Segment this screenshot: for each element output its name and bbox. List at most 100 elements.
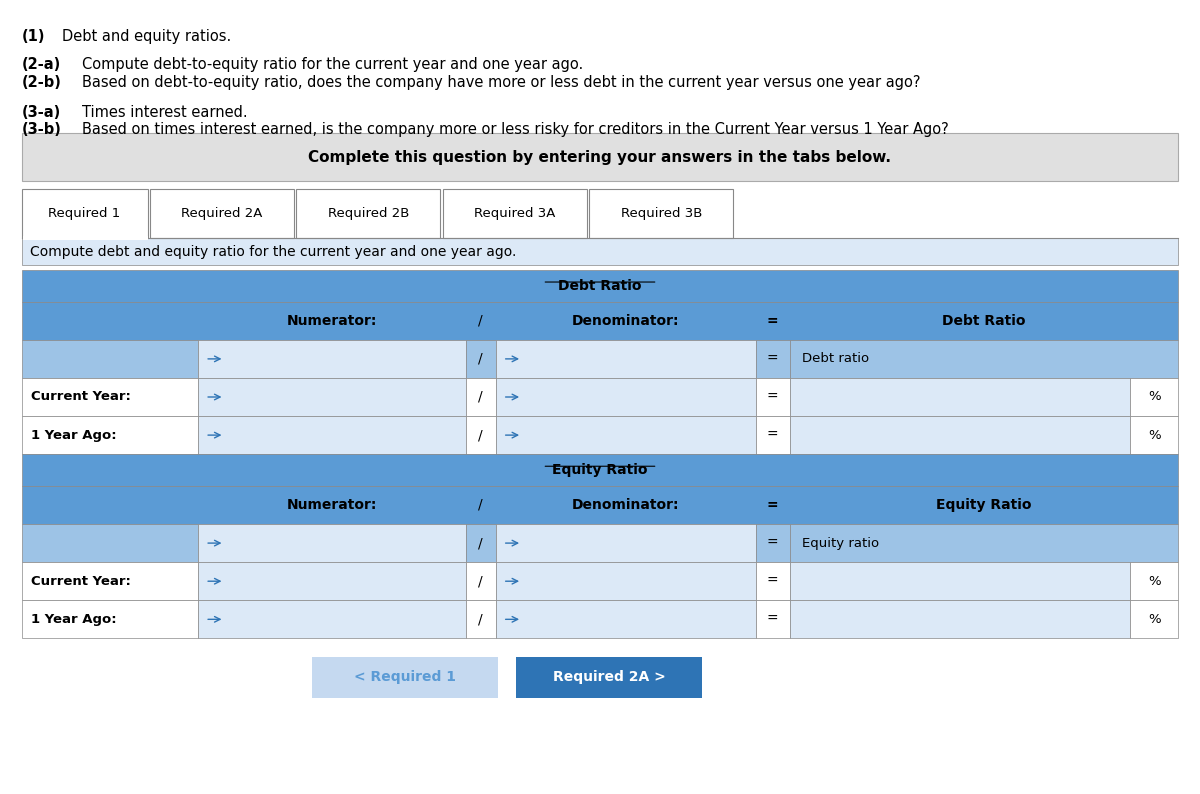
FancyBboxPatch shape <box>496 378 756 416</box>
FancyBboxPatch shape <box>790 562 1130 600</box>
FancyBboxPatch shape <box>589 189 733 238</box>
Text: 1 Year Ago:: 1 Year Ago: <box>31 613 116 626</box>
Text: Current Year:: Current Year: <box>31 575 131 588</box>
Text: Required 2B: Required 2B <box>328 207 409 220</box>
FancyBboxPatch shape <box>198 378 466 416</box>
Text: /: / <box>479 314 482 328</box>
Text: %: % <box>1148 613 1160 626</box>
Text: Compute debt and equity ratio for the current year and one year ago.: Compute debt and equity ratio for the cu… <box>30 245 516 259</box>
FancyBboxPatch shape <box>756 600 790 638</box>
Text: Required 3A: Required 3A <box>474 207 556 220</box>
FancyBboxPatch shape <box>466 378 496 416</box>
FancyBboxPatch shape <box>22 486 1178 524</box>
FancyBboxPatch shape <box>466 600 496 638</box>
Text: (3-b): (3-b) <box>22 122 61 137</box>
FancyBboxPatch shape <box>198 600 466 638</box>
FancyBboxPatch shape <box>756 378 790 416</box>
FancyBboxPatch shape <box>22 378 198 416</box>
Text: =: = <box>767 428 779 442</box>
FancyBboxPatch shape <box>22 133 1178 181</box>
Text: Required 1: Required 1 <box>48 207 121 220</box>
FancyBboxPatch shape <box>443 189 587 238</box>
FancyBboxPatch shape <box>198 340 466 378</box>
FancyBboxPatch shape <box>22 270 1178 302</box>
FancyBboxPatch shape <box>466 562 496 600</box>
FancyBboxPatch shape <box>1130 378 1178 416</box>
FancyBboxPatch shape <box>296 189 440 238</box>
FancyBboxPatch shape <box>198 562 466 600</box>
FancyBboxPatch shape <box>198 524 466 562</box>
Text: =: = <box>767 390 779 404</box>
Text: =: = <box>767 612 779 626</box>
FancyBboxPatch shape <box>22 454 1178 486</box>
Text: Based on times interest earned, is the company more or less risky for creditors : Based on times interest earned, is the c… <box>82 122 948 137</box>
Text: Required 2A: Required 2A <box>181 207 263 220</box>
Text: Debt Ratio: Debt Ratio <box>942 314 1026 328</box>
Text: Required 3B: Required 3B <box>620 207 702 220</box>
Text: /: / <box>479 574 482 588</box>
FancyBboxPatch shape <box>756 340 790 378</box>
FancyBboxPatch shape <box>756 416 790 454</box>
Text: 1 Year Ago:: 1 Year Ago: <box>31 429 116 441</box>
FancyBboxPatch shape <box>22 238 1178 265</box>
FancyBboxPatch shape <box>22 189 148 238</box>
Text: (2-b): (2-b) <box>22 75 61 90</box>
FancyBboxPatch shape <box>22 416 198 454</box>
FancyBboxPatch shape <box>198 416 466 454</box>
FancyBboxPatch shape <box>496 524 756 562</box>
Text: Debt ratio: Debt ratio <box>802 353 869 365</box>
FancyBboxPatch shape <box>466 416 496 454</box>
Text: Times interest earned.: Times interest earned. <box>82 105 247 120</box>
Text: Denominator:: Denominator: <box>572 498 679 512</box>
Text: Numerator:: Numerator: <box>287 314 377 328</box>
Text: =: = <box>767 314 779 328</box>
Text: Based on debt-to-equity ratio, does the company have more or less debt in the cu: Based on debt-to-equity ratio, does the … <box>82 75 920 90</box>
Text: Compute debt-to-equity ratio for the current year and one year ago.: Compute debt-to-equity ratio for the cur… <box>82 57 583 72</box>
Text: (2-a): (2-a) <box>22 57 61 72</box>
FancyBboxPatch shape <box>466 340 496 378</box>
Text: (1): (1) <box>22 29 46 44</box>
Text: /: / <box>479 612 482 626</box>
FancyBboxPatch shape <box>496 416 756 454</box>
FancyBboxPatch shape <box>312 657 498 698</box>
Text: Debt and equity ratios.: Debt and equity ratios. <box>62 29 232 44</box>
Text: %: % <box>1148 391 1160 403</box>
FancyBboxPatch shape <box>466 524 496 562</box>
FancyBboxPatch shape <box>790 600 1130 638</box>
FancyBboxPatch shape <box>22 562 198 600</box>
FancyBboxPatch shape <box>23 236 148 240</box>
FancyBboxPatch shape <box>790 378 1130 416</box>
Text: /: / <box>479 352 482 366</box>
Text: =: = <box>767 536 779 550</box>
Text: =: = <box>767 498 779 512</box>
Text: /: / <box>479 390 482 404</box>
Text: Debt Ratio: Debt Ratio <box>558 279 642 293</box>
FancyBboxPatch shape <box>790 416 1130 454</box>
Text: =: = <box>767 574 779 588</box>
Text: %: % <box>1148 429 1160 441</box>
Text: < Required 1: < Required 1 <box>354 670 456 684</box>
Text: Complete this question by entering your answers in the tabs below.: Complete this question by entering your … <box>308 150 892 164</box>
FancyBboxPatch shape <box>516 657 702 698</box>
FancyBboxPatch shape <box>496 340 756 378</box>
FancyBboxPatch shape <box>790 524 1178 562</box>
Text: (3-a): (3-a) <box>22 105 61 120</box>
FancyBboxPatch shape <box>1130 562 1178 600</box>
FancyBboxPatch shape <box>756 524 790 562</box>
Text: Equity ratio: Equity ratio <box>802 537 878 549</box>
FancyBboxPatch shape <box>150 189 294 238</box>
Text: =: = <box>767 352 779 366</box>
FancyBboxPatch shape <box>22 600 198 638</box>
Text: Numerator:: Numerator: <box>287 498 377 512</box>
Text: Equity Ratio: Equity Ratio <box>936 498 1032 512</box>
Text: %: % <box>1148 575 1160 588</box>
FancyBboxPatch shape <box>22 302 1178 340</box>
FancyBboxPatch shape <box>496 600 756 638</box>
FancyBboxPatch shape <box>496 562 756 600</box>
Text: Equity Ratio: Equity Ratio <box>552 463 648 477</box>
FancyBboxPatch shape <box>22 524 198 562</box>
Text: Required 2A >: Required 2A > <box>553 670 665 684</box>
FancyBboxPatch shape <box>790 340 1178 378</box>
FancyBboxPatch shape <box>1130 600 1178 638</box>
FancyBboxPatch shape <box>22 340 198 378</box>
